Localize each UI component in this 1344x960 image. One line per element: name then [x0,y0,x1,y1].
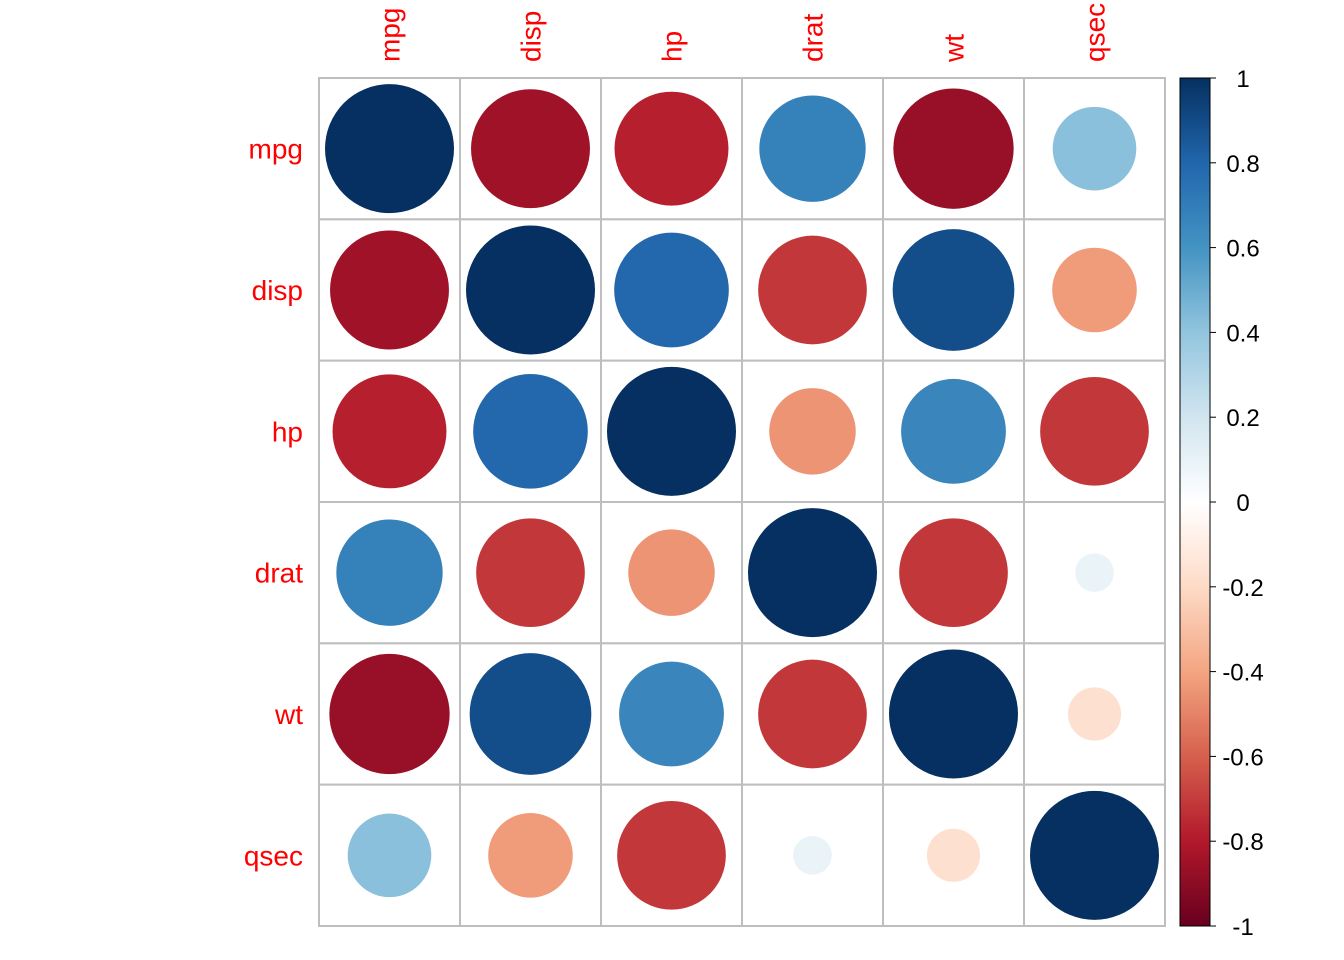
corr-circle-disp-disp [466,225,595,355]
colorbar-tick-label: 0.6 [1226,236,1259,263]
corr-circle-hp-qsec [1040,376,1149,486]
column-label-drat: drat [798,14,829,62]
grid [318,77,1166,928]
colorbar-gradient [1179,77,1211,927]
row-label-mpg: mpg [249,134,303,165]
colorbar-tick-label: -1 [1232,914,1253,941]
row-label-drat: drat [255,558,303,589]
corr-circle-wt-wt [889,649,1018,779]
corr-circle-disp-qsec [1052,247,1137,333]
colorbar-tick-label: 0.2 [1226,405,1259,432]
corr-circle-drat-qsec [1075,553,1114,593]
corr-circle-hp-wt [901,378,1006,484]
corr-circle-mpg-drat [759,95,866,202]
column-label-mpg: mpg [375,8,406,62]
corr-circle-wt-qsec [1067,687,1122,741]
corr-circle-wt-hp [619,661,724,767]
colorbar-tick-label: -0.6 [1222,744,1263,771]
corr-circle-drat-drat [748,508,877,638]
corr-circle-qsec-disp [488,813,573,898]
corr-circle-wt-drat [758,659,867,769]
column-label-disp: disp [516,11,547,62]
corr-circle-drat-mpg [336,519,443,626]
row-label-hp: hp [272,416,303,447]
corr-circle-mpg-mpg [325,84,454,214]
colorbar-tick-label: 0.4 [1226,320,1259,347]
column-label-qsec: qsec [1080,3,1111,62]
corr-circle-hp-hp [607,366,736,496]
corr-circle-mpg-disp [471,89,590,209]
corr-circle-drat-disp [476,518,585,628]
colorbar-tick-label: -0.2 [1222,575,1263,602]
corr-circle-disp-mpg [330,230,449,350]
corr-circle-hp-mpg [332,374,447,489]
corr-circle-qsec-hp [617,800,726,910]
corr-circle-wt-disp [469,653,592,775]
row-label-disp: disp [252,275,303,306]
circles [325,84,1159,920]
colorbar-tick-label: -0.8 [1222,829,1263,856]
colorbar-tick-label: 0 [1236,490,1249,517]
corr-circle-qsec-drat [793,835,832,875]
colorbar-tick-label: 0.8 [1226,151,1259,178]
column-label-hp: hp [657,31,688,62]
colorbar-tick-label: 1 [1236,66,1249,93]
corr-circle-drat-hp [628,529,715,616]
corr-circle-wt-mpg [329,653,450,775]
corr-circle-qsec-mpg [347,813,432,898]
colorbar: 1 0.8 0.6 0.4 0.2 0 -0.2 -0.4 -0.6 -0.8 -1 [1179,66,1264,941]
colorbar-tick-label: -0.4 [1222,660,1263,687]
corr-circle-drat-wt [899,518,1008,628]
row-labels: mpg disp hp drat wt qsec [244,134,303,872]
column-labels: mpg disp hp drat wt qsec [375,3,1111,63]
corr-circle-hp-disp [473,374,588,489]
corr-circle-disp-wt [892,229,1015,351]
corr-circle-qsec-wt [926,828,981,882]
corr-circle-mpg-qsec [1052,106,1137,191]
corr-circle-mpg-hp [614,91,729,206]
row-label-qsec: qsec [244,840,303,871]
corr-circle-qsec-qsec [1030,790,1159,920]
corr-circle-disp-hp [614,232,729,348]
column-label-wt: wt [939,34,970,63]
row-label-wt: wt [274,699,303,730]
corr-circle-disp-drat [758,235,867,345]
corr-circle-mpg-wt [893,88,1014,209]
corr-circle-hp-drat [769,388,856,475]
